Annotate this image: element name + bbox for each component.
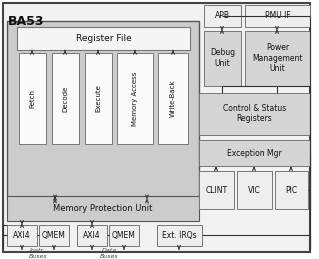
Bar <box>39 225 69 246</box>
Text: Register File: Register File <box>76 34 131 43</box>
Text: Memory Protection Unit: Memory Protection Unit <box>53 204 153 213</box>
Text: Fetch: Fetch <box>29 89 35 108</box>
Text: APB: APB <box>215 11 230 20</box>
Bar <box>275 171 308 209</box>
Bar <box>199 140 310 167</box>
Text: Data
Buses: Data Buses <box>100 248 118 258</box>
Text: VIC: VIC <box>248 186 261 195</box>
Bar <box>19 53 46 144</box>
Bar <box>204 31 241 86</box>
Bar <box>85 53 112 144</box>
Bar <box>158 53 188 144</box>
Text: Execute: Execute <box>95 85 101 112</box>
Bar <box>17 27 190 50</box>
Bar <box>52 53 79 144</box>
Text: Control & Status
Registers: Control & Status Registers <box>223 104 286 124</box>
Text: BA53: BA53 <box>8 15 44 28</box>
Bar <box>199 93 310 135</box>
Text: AXI4: AXI4 <box>13 231 31 240</box>
Text: CLINT: CLINT <box>205 186 227 195</box>
Text: AXI4: AXI4 <box>83 231 101 240</box>
Text: PIC: PIC <box>286 186 298 195</box>
Text: Memory Access: Memory Access <box>132 71 138 126</box>
Bar <box>7 225 37 246</box>
Bar <box>109 225 139 246</box>
Bar <box>117 53 153 144</box>
Text: PMU IF: PMU IF <box>265 11 290 20</box>
Text: Instr.
Buses: Instr. Buses <box>29 248 47 258</box>
Text: QMEM: QMEM <box>42 231 66 240</box>
Bar <box>77 225 107 246</box>
Bar <box>245 31 310 86</box>
Bar <box>237 171 272 209</box>
Text: Power
Management
Unit: Power Management Unit <box>252 43 303 73</box>
Bar <box>7 196 199 221</box>
Text: QMEM: QMEM <box>112 231 136 240</box>
Text: Debug
Unit: Debug Unit <box>210 48 235 68</box>
Text: Ext. IRQs: Ext. IRQs <box>162 231 197 240</box>
Bar <box>245 5 310 27</box>
Bar <box>7 21 199 199</box>
Bar <box>204 5 241 27</box>
Bar <box>199 171 234 209</box>
Text: Exception Mgr: Exception Mgr <box>227 149 282 158</box>
Bar <box>157 225 202 246</box>
Text: Write-Back: Write-Back <box>170 80 176 117</box>
Text: Decode: Decode <box>63 85 69 112</box>
